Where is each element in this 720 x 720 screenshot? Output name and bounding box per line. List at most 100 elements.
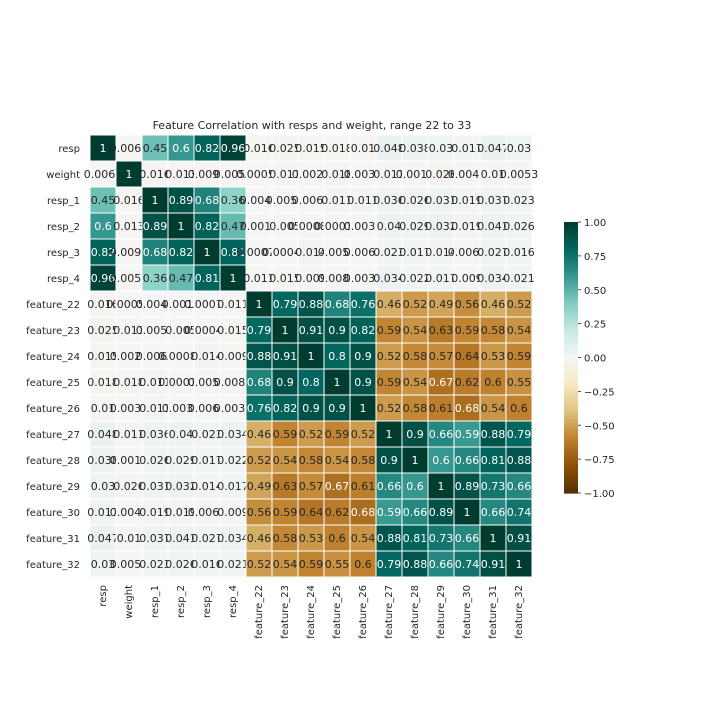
- cell-value-label: 0.026: [139, 454, 171, 467]
- cell-value-label: 0.68: [143, 246, 168, 259]
- heatmap-cell: [427, 160, 455, 188]
- cell-value-label: 0.025: [87, 324, 119, 337]
- heatmap-cell: [479, 394, 507, 422]
- colorbar-segment: [564, 438, 578, 442]
- cell-value-label: 0.59: [455, 428, 480, 441]
- cell-value-label: 0.0058: [214, 168, 253, 181]
- cell-value-label: 0.76: [247, 402, 272, 415]
- cell-value-label: 0.017: [217, 480, 249, 493]
- colorbar-segment: [564, 233, 578, 237]
- cell-value-label: 0.74: [455, 558, 480, 571]
- colorbar-segment: [564, 251, 578, 255]
- cell-value-label: 0.6: [406, 480, 424, 493]
- cell-value-label: 0.027: [191, 532, 223, 545]
- cell-value-label: 0.6: [328, 532, 346, 545]
- heatmap-cell: [89, 472, 117, 500]
- heatmap-cell: [297, 420, 325, 448]
- colorbar-segment: [564, 477, 578, 481]
- cell-value-label: 0.91: [481, 558, 506, 571]
- cell-value-label: 0.91: [299, 324, 324, 337]
- cell-value-label: 0.9: [380, 454, 398, 467]
- cell-value-label: 0.00084: [158, 350, 204, 363]
- cell-value-label: 0.014: [191, 480, 223, 493]
- y-tick-label: resp_1: [47, 196, 80, 207]
- cell-value-label: 0.9: [354, 350, 372, 363]
- cell-value-label: 0.57: [299, 480, 324, 493]
- heatmap-cell: [245, 342, 273, 370]
- cell-value-label: 0.82: [195, 142, 220, 155]
- colorbar-segment: [564, 371, 578, 374]
- cell-value-label: 0.00016: [158, 376, 204, 389]
- cell-value-label: 0.52: [377, 350, 402, 363]
- colorbar-segment: [564, 222, 578, 225]
- heatmap-cell: [479, 420, 507, 448]
- cell-value-label: 0.009: [217, 506, 249, 519]
- cell-value-label: 0.81: [403, 532, 428, 545]
- cell-value-label: 0.011: [347, 194, 379, 207]
- cell-value-label: 0.6: [484, 376, 502, 389]
- cell-value-label: 0.58: [403, 402, 428, 415]
- cell-value-label: 0.0069: [110, 142, 149, 155]
- x-tick-label: feature_23: [280, 585, 291, 639]
- cell-value-label: 0.0092: [188, 168, 227, 181]
- cell-value-label: 0.9: [354, 376, 372, 389]
- colorbar-segment: [564, 479, 578, 483]
- y-tick-label: feature_25: [26, 378, 80, 389]
- cell-value-label: 0.026: [113, 480, 145, 493]
- heatmap-cell: [219, 134, 247, 162]
- colorbar-segment: [564, 273, 578, 277]
- colorbar-segment: [564, 352, 578, 356]
- cell-value-label: 0.0044: [240, 194, 279, 207]
- colorbar-segment: [564, 343, 578, 347]
- x-tick-label: weight: [124, 585, 135, 619]
- cell-value-label: 0.54: [507, 324, 532, 337]
- heatmap-cell: [401, 498, 429, 526]
- colorbar-segment: [564, 348, 578, 352]
- x-tick-label: resp_2: [176, 585, 187, 618]
- heatmap-cell: [453, 160, 481, 188]
- cell-value-label: 0.74: [507, 506, 532, 519]
- cell-value-label: 0.048: [373, 142, 405, 155]
- cell-value-label: 0.047: [477, 142, 509, 155]
- colorbar-segment: [564, 359, 578, 363]
- heatmap-cell: [245, 160, 273, 188]
- cell-value-label: 0.017: [425, 272, 457, 285]
- cell-value-label: 0.82: [91, 246, 116, 259]
- x-tick-label: resp: [98, 585, 109, 607]
- cell-value-label: 0.021: [503, 272, 535, 285]
- heatmap-cell: [375, 524, 403, 552]
- x-tick-label: feature_29: [436, 585, 447, 639]
- x-tick-label: feature_30: [462, 585, 473, 639]
- cell-value-label: 0.017: [451, 142, 483, 155]
- cell-value-label: 0.0062: [188, 402, 227, 415]
- cell-value-label: 1: [386, 428, 393, 441]
- heatmap-cell: [505, 186, 533, 214]
- heatmap-cell: [271, 290, 299, 318]
- cell-value-label: 0.017: [87, 506, 119, 519]
- heatmap-cell: [323, 472, 351, 500]
- y-tick-label: feature_29: [26, 482, 80, 493]
- heatmap-cell: [427, 290, 455, 318]
- cell-value-label: 0.88: [377, 532, 402, 545]
- heatmap-cell: [297, 524, 325, 552]
- cell-value-label: 0.0053: [110, 558, 149, 571]
- cell-value-label: 0.59: [377, 506, 402, 519]
- cell-value-label: 0.015: [295, 142, 327, 155]
- heatmap-cell: [505, 420, 533, 448]
- heatmap-cell: [271, 472, 299, 500]
- heatmap-cell: [453, 498, 481, 526]
- cell-value-label: 0.011: [113, 324, 145, 337]
- colorbar-segment: [564, 321, 578, 325]
- cell-value-label: 0.9: [328, 324, 346, 337]
- cell-value-label: 0.0069: [84, 168, 123, 181]
- x-tick-label: feature_31: [488, 585, 499, 639]
- x-tick-label: feature_22: [254, 585, 265, 639]
- heatmap-cell: [427, 316, 455, 344]
- cell-value-label: 0.019: [165, 506, 197, 519]
- cell-value-label: 0.0069: [448, 246, 487, 259]
- heatmap-cell: [505, 316, 533, 344]
- cell-value-label: 0.54: [351, 532, 376, 545]
- y-tick-label: feature_31: [26, 534, 80, 545]
- heatmap-cell: [505, 498, 533, 526]
- cell-value-label: 0.62: [325, 506, 350, 519]
